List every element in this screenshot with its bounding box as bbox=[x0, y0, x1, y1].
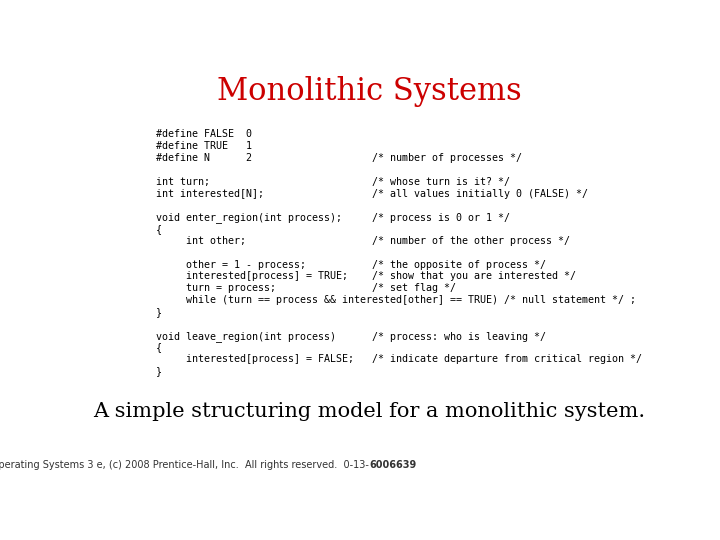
Text: other = 1 - process;           /* the opposite of process */: other = 1 - process; /* the opposite of … bbox=[156, 260, 546, 269]
Text: int turn;                           /* whose turn is it? */: int turn; /* whose turn is it? */ bbox=[156, 177, 510, 187]
Text: Tanenbaum, Modern Operating Systems 3 e, (c) 2008 Prentice-Hall, Inc.  All right: Tanenbaum, Modern Operating Systems 3 e,… bbox=[0, 460, 369, 470]
Text: int interested[N];                  /* all values initially 0 (FALSE) */: int interested[N]; /* all values initial… bbox=[156, 188, 588, 199]
Text: {: { bbox=[156, 224, 162, 234]
Text: }: } bbox=[156, 307, 162, 317]
Text: #define TRUE   1: #define TRUE 1 bbox=[156, 141, 252, 151]
Text: #define FALSE  0: #define FALSE 0 bbox=[156, 129, 252, 139]
Text: Monolithic Systems: Monolithic Systems bbox=[217, 76, 521, 107]
Text: }: } bbox=[156, 366, 162, 376]
Text: while (turn == process && interested[other] == TRUE) /* null statement */ ;: while (turn == process && interested[oth… bbox=[156, 295, 636, 305]
Text: 6006639: 6006639 bbox=[369, 460, 416, 470]
Text: {: { bbox=[156, 342, 162, 353]
Text: interested[process] = FALSE;   /* indicate departure from critical region */: interested[process] = FALSE; /* indicate… bbox=[156, 354, 642, 364]
Text: int other;                     /* number of the other process */: int other; /* number of the other proces… bbox=[156, 236, 570, 246]
Text: void leave_region(int process)      /* process: who is leaving */: void leave_region(int process) /* proces… bbox=[156, 330, 546, 342]
Text: #define N      2                    /* number of processes */: #define N 2 /* number of processes */ bbox=[156, 153, 522, 163]
Text: turn = process;                /* set flag */: turn = process; /* set flag */ bbox=[156, 284, 456, 293]
Text: A simple structuring model for a monolithic system.: A simple structuring model for a monolit… bbox=[93, 402, 645, 421]
Text: void enter_region(int process);     /* process is 0 or 1 */: void enter_region(int process); /* proce… bbox=[156, 212, 510, 223]
Text: interested[process] = TRUE;    /* show that you are interested */: interested[process] = TRUE; /* show that… bbox=[156, 272, 576, 281]
